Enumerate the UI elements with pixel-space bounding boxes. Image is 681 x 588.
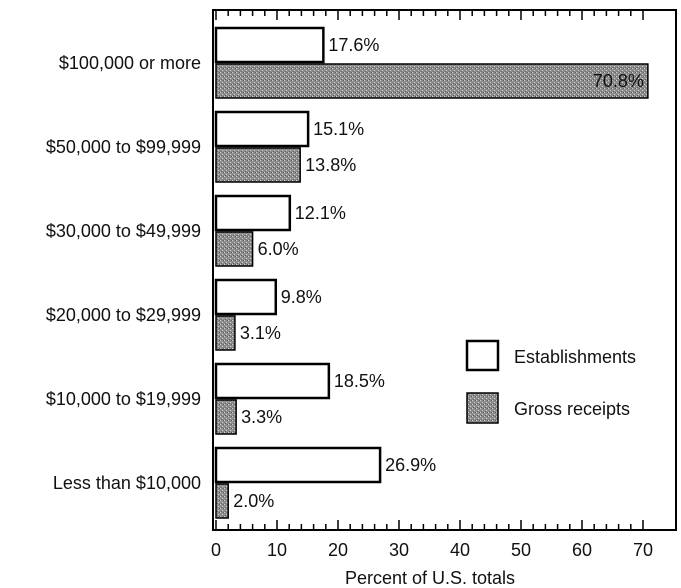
bar-gross-receipts xyxy=(215,63,649,99)
bar-gross-receipts xyxy=(215,315,236,351)
x-axis-title: Percent of U.S. totals xyxy=(345,568,515,588)
x-tick-label: 0 xyxy=(211,540,221,560)
bar-establishments xyxy=(214,446,382,484)
data-label-establishments: 26.9% xyxy=(385,455,436,475)
data-label-establishments: 15.1% xyxy=(313,119,364,139)
data-label-gross-receipts: 3.1% xyxy=(240,323,281,343)
x-tick-label: 60 xyxy=(572,540,592,560)
data-label-gross-receipts: 3.3% xyxy=(241,407,282,427)
category-label: $50,000 to $99,999 xyxy=(46,137,201,157)
x-tick-label: 70 xyxy=(633,540,653,560)
data-label-establishments: 17.6% xyxy=(328,35,379,55)
data-label-establishments: 18.5% xyxy=(334,371,385,391)
x-axis-tick-labels: 0 10 20 30 40 50 60 70 xyxy=(211,540,653,560)
data-label-gross-receipts: 13.8% xyxy=(305,155,356,175)
category-labels: $100,000 or more $50,000 to $99,999 $30,00… xyxy=(46,53,201,493)
x-tick-label: 10 xyxy=(267,540,287,560)
category-label: $100,000 or more xyxy=(59,53,201,73)
legend-swatch-establishments xyxy=(465,339,500,372)
x-tick-label: 40 xyxy=(450,540,470,560)
bar-establishments xyxy=(214,194,292,232)
data-labels: 17.6% 70.8% 15.1% 13.8% 12.1% 6.0% 9.8%3.1% 18.… xyxy=(233,35,644,511)
bar-establishments xyxy=(214,278,278,316)
plot-frame xyxy=(212,9,677,531)
bar-establishments xyxy=(214,110,310,148)
bar-establishments xyxy=(214,362,331,400)
bar-gross-receipts xyxy=(215,231,254,267)
legend-swatch-gross-receipts xyxy=(466,392,499,424)
x-axis-ticks xyxy=(215,10,644,530)
data-label-gross-receipts: 70.8% xyxy=(593,71,644,91)
bar-gross-receipts xyxy=(215,147,301,183)
legend-label-establishments: Establishments xyxy=(514,347,636,367)
data-label-establishments: 12.1% xyxy=(295,203,346,223)
data-label-gross-receipts: 6.0% xyxy=(258,239,299,259)
x-tick-label: 50 xyxy=(511,540,531,560)
legend: Establishments Gross receipts xyxy=(465,339,636,424)
x-tick-label: 30 xyxy=(389,540,409,560)
category-label: Less than $10,000 xyxy=(53,473,201,493)
category-label: $10,000 to $19,999 xyxy=(46,389,201,409)
category-label: $20,000 to $29,999 xyxy=(46,305,201,325)
x-tick-label: 20 xyxy=(328,540,348,560)
bar-gross-receipts xyxy=(215,483,229,519)
data-label-gross-receipts: 2.0% xyxy=(233,491,274,511)
legend-label-gross-receipts: Gross receipts xyxy=(514,399,630,419)
bars xyxy=(214,26,649,519)
category-label: $30,000 to $49,999 xyxy=(46,221,201,241)
data-label-establishments: 9.8% xyxy=(281,287,322,307)
bar-establishments xyxy=(214,26,325,64)
bar-gross-receipts xyxy=(215,399,237,435)
